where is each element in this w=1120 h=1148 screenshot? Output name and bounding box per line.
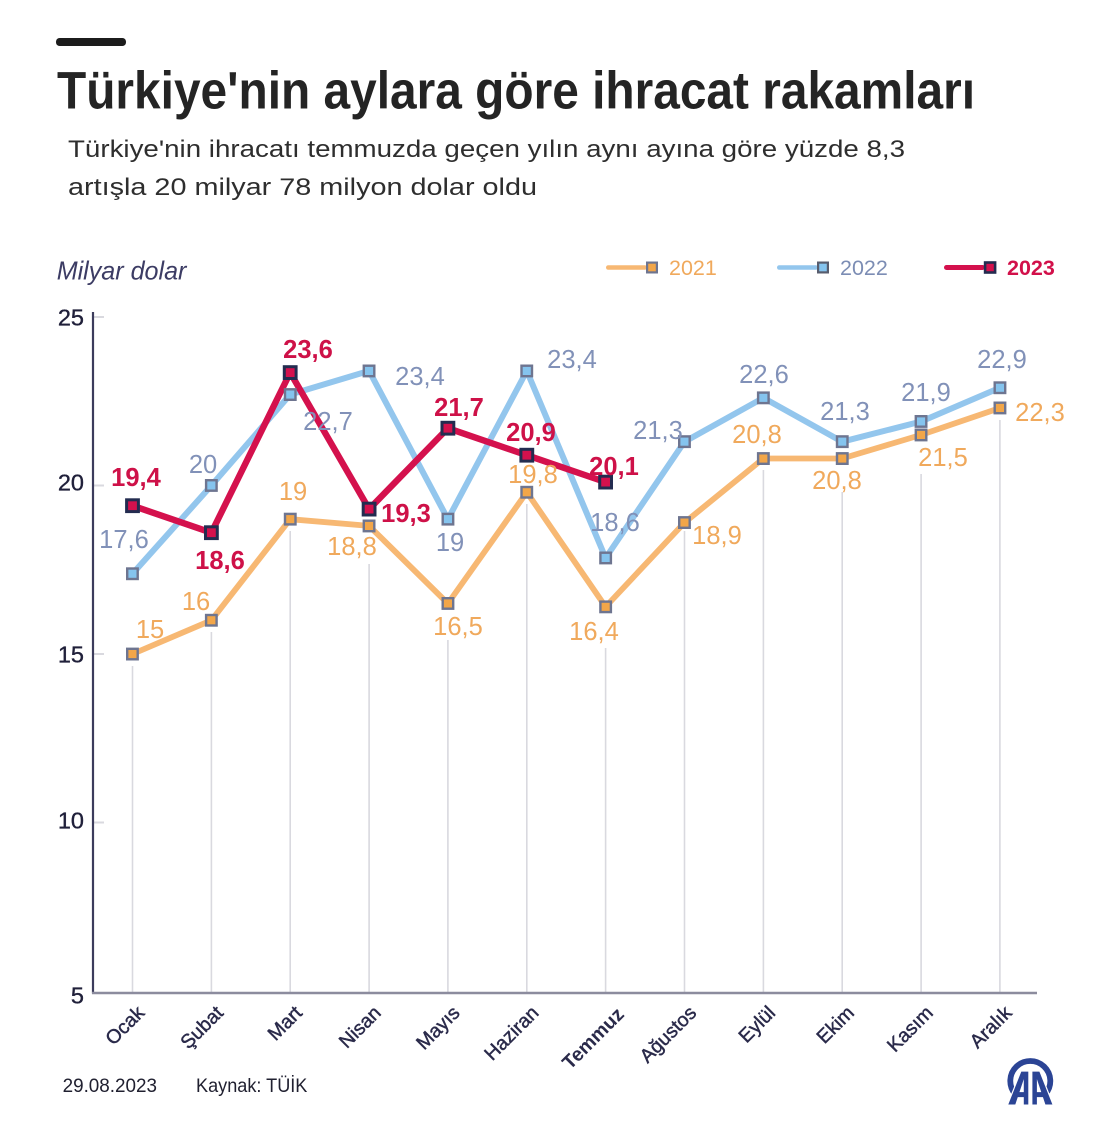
- svg-text:15: 15: [136, 616, 164, 644]
- svg-text:Milyar dolar: Milyar dolar: [57, 256, 188, 286]
- svg-text:Ekim: Ekim: [813, 1002, 859, 1048]
- svg-text:Mart: Mart: [264, 1002, 308, 1046]
- svg-text:16,4: 16,4: [569, 618, 619, 646]
- svg-text:15: 15: [58, 641, 84, 667]
- svg-text:20: 20: [189, 451, 217, 479]
- svg-text:2023: 2023: [1007, 256, 1055, 280]
- svg-text:18,8: 18,8: [327, 533, 377, 561]
- svg-text:Temmuz: Temmuz: [558, 1003, 629, 1074]
- svg-text:Kaynak: TÜİK: Kaynak: TÜİK: [196, 1074, 307, 1097]
- svg-text:Nisan: Nisan: [335, 1002, 386, 1053]
- svg-text:22,6: 22,6: [739, 361, 789, 389]
- svg-text:artışla 20 milyar 78 milyon do: artışla 20 milyar 78 milyon dolar oldu: [68, 174, 537, 201]
- svg-text:20,9: 20,9: [506, 419, 556, 447]
- svg-text:20,8: 20,8: [732, 421, 782, 449]
- svg-text:18,9: 18,9: [692, 522, 742, 550]
- svg-text:Haziran: Haziran: [480, 1002, 543, 1065]
- svg-text:Ocak: Ocak: [101, 1002, 149, 1050]
- svg-text:21,3: 21,3: [633, 417, 683, 445]
- svg-text:21,5: 21,5: [918, 444, 968, 472]
- svg-text:Türkiye'nin ihracatı temmuzda: Türkiye'nin ihracatı temmuzda geçen yılı…: [68, 136, 905, 163]
- svg-text:17,6: 17,6: [99, 526, 149, 554]
- svg-text:19: 19: [436, 529, 464, 557]
- svg-text:Mayıs: Mayıs: [412, 1002, 465, 1055]
- svg-text:19,8: 19,8: [508, 461, 558, 489]
- svg-text:16,5: 16,5: [433, 613, 483, 641]
- svg-text:22,3: 22,3: [1015, 399, 1065, 427]
- svg-text:23,6: 23,6: [283, 336, 333, 364]
- svg-text:23,4: 23,4: [547, 346, 597, 374]
- svg-text:23,4: 23,4: [395, 363, 445, 391]
- svg-text:Şubat: Şubat: [176, 1002, 228, 1054]
- svg-text:20: 20: [58, 469, 84, 495]
- svg-text:21,3: 21,3: [820, 398, 870, 426]
- svg-text:Eylül: Eylül: [734, 1002, 779, 1047]
- svg-text:29.08.2023: 29.08.2023: [63, 1075, 157, 1097]
- svg-text:20,1: 20,1: [589, 453, 639, 481]
- svg-text:Ağustos: Ağustos: [636, 1002, 702, 1068]
- svg-text:18,6: 18,6: [590, 509, 640, 537]
- svg-text:18,6: 18,6: [195, 547, 245, 575]
- svg-text:Kasım: Kasım: [883, 1002, 938, 1057]
- svg-text:22,7: 22,7: [303, 408, 353, 436]
- svg-text:2021: 2021: [669, 256, 717, 280]
- svg-text:16: 16: [182, 588, 210, 616]
- svg-text:19: 19: [279, 478, 307, 506]
- svg-text:21,7: 21,7: [434, 394, 484, 422]
- svg-text:22,9: 22,9: [977, 346, 1027, 374]
- svg-text:25: 25: [58, 304, 84, 330]
- svg-text:19,3: 19,3: [381, 500, 431, 528]
- svg-text:2022: 2022: [840, 256, 888, 280]
- svg-text:20,8: 20,8: [812, 467, 862, 495]
- svg-text:21,9: 21,9: [901, 379, 951, 407]
- svg-text:10: 10: [58, 807, 84, 833]
- svg-text:19,4: 19,4: [111, 464, 161, 492]
- svg-text:Aralık: Aralık: [966, 1002, 1017, 1053]
- svg-text:5: 5: [71, 982, 84, 1008]
- svg-text:Türkiye'nin aylara göre ihraca: Türkiye'nin aylara göre ihracat rakamlar…: [57, 62, 975, 121]
